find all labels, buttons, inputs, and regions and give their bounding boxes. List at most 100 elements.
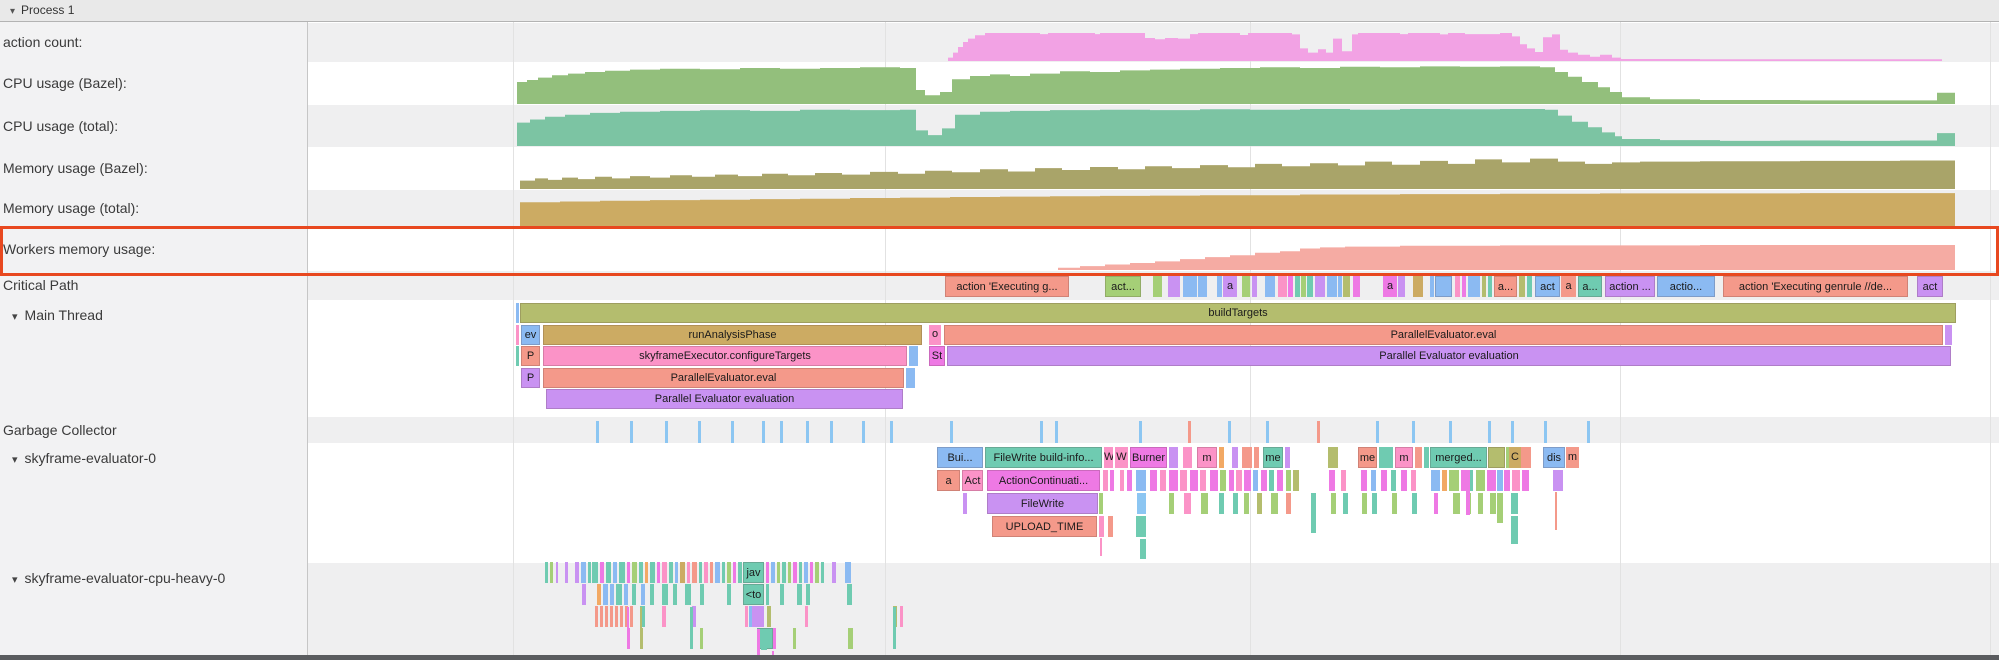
skyframe-evaluator-slice[interactable]: W bbox=[1104, 447, 1113, 468]
cpu-heavy-slice[interactable] bbox=[640, 606, 645, 627]
cpu-heavy-slice[interactable] bbox=[632, 584, 636, 605]
gc-event-tick[interactable] bbox=[1511, 421, 1514, 443]
cpu-heavy-slice[interactable] bbox=[588, 562, 591, 583]
skyframe-evaluator-slice[interactable] bbox=[1401, 470, 1407, 491]
skyframe-evaluator-slice[interactable]: FileWrite bbox=[987, 493, 1098, 514]
track-label-workers-mem[interactable]: Workers memory usage: bbox=[3, 241, 155, 257]
skyframe-evaluator-slice[interactable] bbox=[1379, 447, 1393, 468]
skyframe-evaluator-slice[interactable] bbox=[1169, 447, 1178, 468]
cpu-heavy-slice[interactable] bbox=[550, 562, 553, 583]
skyframe-evaluator-slice[interactable] bbox=[1461, 470, 1467, 491]
critical-path-slice[interactable] bbox=[1217, 276, 1222, 297]
cpu-heavy-slice[interactable] bbox=[738, 562, 742, 583]
critical-path-slice[interactable] bbox=[1353, 276, 1360, 297]
skyframe-evaluator-slice[interactable] bbox=[1478, 493, 1483, 514]
cpu-heavy-slice[interactable] bbox=[650, 584, 654, 605]
cpu-heavy-slice[interactable]: jav bbox=[743, 562, 764, 583]
skyframe-evaluator-slice[interactable] bbox=[1140, 539, 1146, 559]
cpu-heavy-slice[interactable] bbox=[699, 562, 702, 583]
skyframe-evaluator-slice[interactable] bbox=[1232, 447, 1238, 468]
cpu-heavy-slice[interactable] bbox=[766, 562, 769, 583]
skyframe-evaluator-slice[interactable] bbox=[1476, 470, 1485, 491]
gc-event-tick[interactable] bbox=[1040, 421, 1043, 443]
critical-path-slice[interactable] bbox=[1430, 276, 1434, 297]
skyframe-evaluator-slice[interactable]: Burner bbox=[1130, 447, 1167, 468]
main-thread-slice[interactable]: St bbox=[929, 346, 945, 366]
cpu-heavy-slice[interactable] bbox=[692, 562, 697, 583]
skyframe-evaluator-slice[interactable] bbox=[1411, 470, 1416, 491]
skyframe-evaluator-slice[interactable] bbox=[963, 493, 967, 514]
critical-path-slice[interactable] bbox=[1265, 276, 1275, 297]
skyframe-evaluator-slice[interactable] bbox=[1343, 493, 1348, 514]
cpu-heavy-slice[interactable] bbox=[780, 584, 784, 605]
main-thread-slice[interactable]: ev bbox=[521, 325, 540, 345]
cpu-heavy-slice[interactable] bbox=[662, 606, 666, 627]
critical-path-slice[interactable] bbox=[1153, 276, 1162, 297]
skyframe-evaluator-slice[interactable]: m bbox=[1566, 447, 1579, 468]
gc-event-tick[interactable] bbox=[596, 421, 599, 443]
critical-path-slice[interactable]: a... bbox=[1578, 276, 1602, 297]
track-label-main-thread[interactable]: ▾ Main Thread bbox=[12, 307, 103, 323]
skyframe-evaluator-slice[interactable] bbox=[1236, 470, 1242, 491]
cpu-heavy-slice[interactable] bbox=[582, 584, 586, 605]
cpu-heavy-slice[interactable] bbox=[727, 562, 731, 583]
main-thread-slice[interactable]: o bbox=[929, 325, 941, 345]
critical-path-slice[interactable]: act bbox=[1917, 276, 1943, 297]
cpu-heavy-slice[interactable] bbox=[773, 628, 776, 649]
cpu-heavy-slice[interactable] bbox=[627, 628, 630, 649]
skyframe-evaluator-slice[interactable] bbox=[1233, 493, 1238, 514]
gc-event-tick[interactable] bbox=[731, 421, 734, 443]
collapse-triangle-icon[interactable]: ▾ bbox=[12, 311, 18, 323]
skyframe-evaluator-slice[interactable] bbox=[1442, 470, 1447, 491]
cpu-heavy-slice[interactable] bbox=[645, 562, 648, 583]
track-label-skyframe-evaluator-0[interactable]: ▾ skyframe-evaluator-0 bbox=[12, 450, 156, 466]
skyframe-evaluator-slice[interactable] bbox=[1371, 470, 1376, 491]
critical-path-slice[interactable] bbox=[1301, 276, 1306, 297]
gc-event-tick[interactable] bbox=[1266, 421, 1269, 443]
cpu-heavy-slice[interactable] bbox=[761, 629, 767, 650]
critical-path-slice[interactable]: a bbox=[1223, 276, 1237, 297]
cpu-heavy-slice[interactable] bbox=[893, 607, 896, 637]
cpu-heavy-slice[interactable] bbox=[606, 562, 611, 583]
main-thread-slice[interactable]: P bbox=[521, 368, 540, 388]
skyframe-evaluator-slice[interactable]: me bbox=[1358, 447, 1377, 468]
bottom-scrollbar[interactable] bbox=[0, 655, 1999, 660]
gc-event-tick[interactable] bbox=[1139, 421, 1142, 443]
critical-path-slice[interactable] bbox=[1327, 276, 1337, 297]
cpu-heavy-slice[interactable] bbox=[752, 606, 764, 627]
cpu-heavy-slice[interactable] bbox=[600, 606, 603, 627]
critical-path-slice[interactable] bbox=[1343, 276, 1350, 297]
cpu-heavy-slice[interactable] bbox=[685, 584, 691, 605]
cpu-heavy-slice[interactable] bbox=[627, 607, 629, 632]
track-label-gc[interactable]: Garbage Collector bbox=[3, 422, 117, 438]
critical-path-slice[interactable] bbox=[1455, 276, 1460, 297]
cpu-heavy-slice[interactable] bbox=[630, 606, 633, 627]
skyframe-evaluator-slice[interactable]: m bbox=[1197, 447, 1217, 468]
cpu-heavy-slice[interactable] bbox=[700, 584, 704, 605]
cpu-heavy-slice[interactable] bbox=[806, 584, 810, 605]
cpu-heavy-slice[interactable] bbox=[799, 562, 802, 583]
critical-path-slice[interactable] bbox=[1315, 276, 1325, 297]
skyframe-evaluator-slice[interactable] bbox=[1424, 447, 1429, 468]
skyframe-evaluator-slice[interactable] bbox=[1487, 470, 1496, 491]
cpu-heavy-slice[interactable] bbox=[700, 628, 703, 649]
cpu-heavy-slice[interactable] bbox=[613, 562, 617, 583]
cpu-heavy-slice[interactable] bbox=[767, 606, 771, 627]
cpu-heavy-slice[interactable] bbox=[845, 562, 851, 583]
main-thread-slice[interactable] bbox=[906, 368, 915, 388]
cpu-heavy-slice[interactable] bbox=[662, 562, 667, 583]
skyframe-evaluator-slice[interactable] bbox=[1392, 493, 1397, 514]
cpu-heavy-slice[interactable] bbox=[710, 562, 713, 583]
cpu-heavy-slice[interactable] bbox=[847, 584, 852, 605]
cpu-heavy-slice[interactable] bbox=[662, 584, 668, 605]
skyframe-evaluator-slice[interactable] bbox=[1100, 538, 1102, 556]
critical-path-slice[interactable] bbox=[1307, 276, 1313, 297]
cpu-heavy-slice[interactable] bbox=[603, 584, 608, 605]
cpu-heavy-slice[interactable] bbox=[640, 607, 642, 647]
skyframe-evaluator-slice[interactable] bbox=[1362, 493, 1367, 514]
skyframe-evaluator-slice[interactable] bbox=[1183, 447, 1192, 468]
cpu-heavy-slice[interactable] bbox=[777, 562, 780, 583]
critical-path-slice[interactable] bbox=[1462, 276, 1466, 297]
gc-event-tick[interactable] bbox=[950, 421, 953, 443]
track-label-critical-path[interactable]: Critical Path bbox=[3, 277, 78, 293]
